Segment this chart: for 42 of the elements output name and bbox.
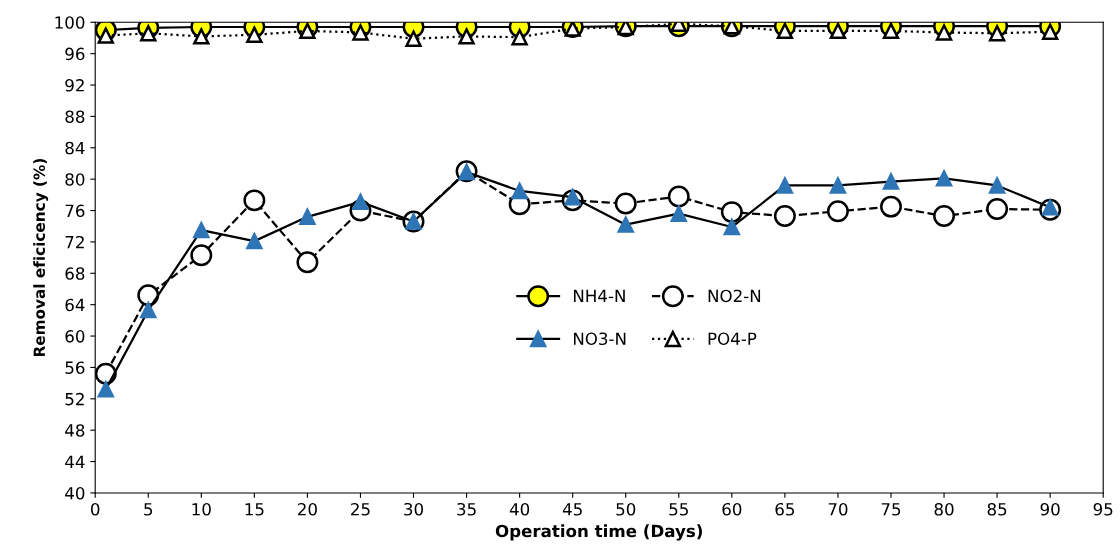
legend-label: PO4-P [708,332,757,346]
y-tick-label: 92 [65,79,84,92]
x-tick-label: 35 [457,502,476,516]
x-tick-label: 20 [298,502,317,516]
x-tick-label: 70 [828,502,848,516]
x-tick-label: 60 [722,502,742,516]
x-tick-label: 75 [881,503,901,516]
x-tick-label: 0 [91,502,100,516]
legend-label: NO2-N [708,289,761,303]
x-tick-label: 50 [616,502,636,516]
x-tick-label: 65 [775,502,795,516]
x-tick-label: 85 [987,502,1007,516]
y-tick-label: 60 [65,330,85,343]
legend-label: NO3-N [573,332,626,346]
x-tick-label: 40 [509,502,530,516]
x-tick-label: 5 [144,503,153,516]
y-tick-label: 76 [65,204,85,218]
y-tick-label: 68 [65,267,85,280]
y-tick-label: 72 [65,235,84,249]
y-tick-label: 100 [55,16,85,29]
y-tick-label: 44 [65,455,85,468]
y-tick-label: 52 [65,392,84,406]
y-tick-label: 64 [65,298,85,312]
x-tick-label: 25 [351,502,370,516]
y-tick-label: 80 [65,173,85,186]
x-tick-label: 30 [404,502,424,516]
y-tick-label: 88 [65,110,85,123]
y-tick-label: 84 [65,141,85,155]
legend-label: NH4-N [573,289,625,302]
x-tick-label: 80 [934,502,954,516]
y-tick-label: 40 [65,486,85,500]
x-tick-label: 90 [1040,502,1060,516]
x-tick-label: 95 [1093,502,1113,516]
y-tick-label: 56 [65,361,85,374]
x-tick-label: 45 [562,503,582,516]
x-axis-title: Operation time (Days) [495,524,702,541]
y-tick-label: 96 [65,47,85,61]
x-tick-label: 15 [245,503,264,516]
x-tick-label: 55 [669,503,688,516]
y-axis-title: Removal eficicency (%) [33,159,49,357]
y-tick-label: 48 [65,424,85,437]
x-tick-label: 10 [192,502,211,516]
